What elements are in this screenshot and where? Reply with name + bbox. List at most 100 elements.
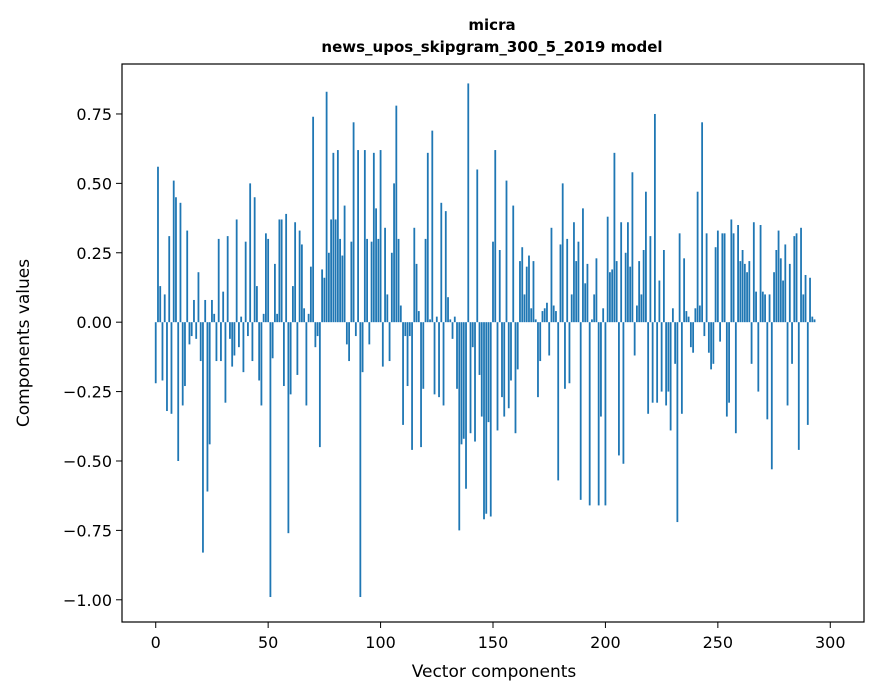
bar [300,244,303,323]
bar [231,322,234,367]
bar [678,233,681,323]
bar [154,322,157,384]
bar [296,322,299,375]
bar [516,322,519,370]
bar [501,322,503,398]
bar [204,299,207,323]
bar [539,322,542,362]
x-tick-label: 250 [703,633,734,652]
bar [271,322,274,359]
bar [294,222,297,323]
bar [806,322,809,425]
y-axis: −1.00 −0.75 −0.50 −0.25 0.00 0.25 0.50 0.75 [63,105,122,610]
bar [692,322,695,353]
bar [624,252,627,323]
bar [172,180,175,323]
bar [276,313,279,323]
bar [332,152,335,323]
bar [244,241,247,323]
bar [431,130,434,323]
bar-series [154,83,816,598]
bar [665,322,668,406]
bar [361,322,364,373]
bar [211,299,213,323]
bar [415,263,418,323]
y-tick-label: 0.00 [76,313,112,332]
bar [422,322,425,389]
bar [406,322,409,387]
bar [179,202,182,323]
bar [222,291,225,323]
bar [323,277,326,323]
bar [577,241,580,323]
bar [573,222,575,323]
bar [345,322,348,345]
bar [696,191,699,323]
bar [483,322,485,520]
bar [393,183,395,323]
bar [305,322,308,406]
bar [357,150,359,323]
bar [163,294,166,323]
bar [683,258,686,323]
y-tick-label: −0.75 [63,521,112,540]
bar [597,322,600,506]
bar [489,322,492,517]
bar [550,227,553,323]
bar [782,280,784,323]
bar [689,322,692,348]
y-tick-label: −1.00 [63,591,112,610]
bar [647,322,650,414]
bar [548,322,551,356]
bar [746,272,748,323]
chart-title-line2: news_upos_skipgram_300_5_2019 model [321,38,662,56]
bar [462,322,465,439]
bar [397,238,400,323]
bar [660,322,663,392]
bar [282,322,285,387]
bar [451,322,454,339]
bar [291,286,294,323]
bar [442,322,445,406]
bar [168,236,171,323]
bar [262,313,265,323]
bar [555,311,557,323]
bar [633,322,636,356]
bar [519,261,521,323]
bar [721,233,724,323]
bar [471,322,474,348]
bar [278,219,281,323]
bar [698,305,701,323]
bar [611,269,614,323]
bar [438,322,440,398]
bar [170,322,173,414]
bar [541,311,544,323]
bar [242,322,245,373]
bar [350,241,353,323]
bar [525,266,528,323]
bar [658,280,661,323]
bar [240,316,243,323]
bar [354,322,357,337]
bar [779,258,782,323]
bar [671,308,674,323]
bar [791,322,793,364]
y-axis-label: Components values [14,259,34,427]
bar [579,322,582,500]
bar [343,205,346,323]
bar [433,322,436,395]
bar [725,322,728,417]
bar [352,122,355,323]
bar [656,322,659,403]
bar [642,250,645,323]
bar [166,322,168,412]
bar [193,299,195,323]
bar [543,308,546,323]
bar [175,197,177,323]
bar [280,219,283,323]
bar [537,322,539,398]
bar [208,322,211,445]
x-tick-label: 300 [815,633,846,652]
